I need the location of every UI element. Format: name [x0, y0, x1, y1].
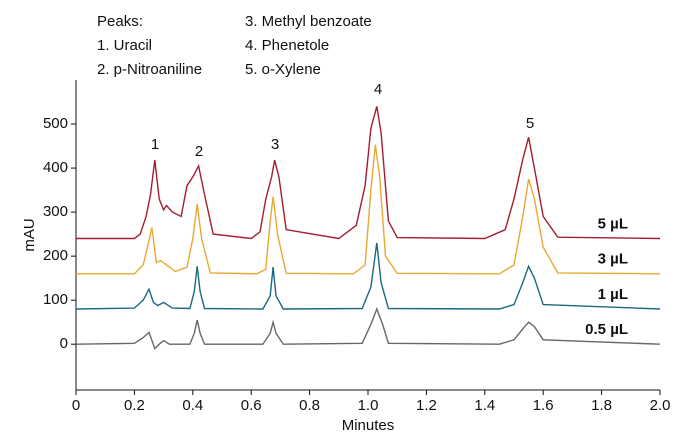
legend-item: 1. Uracil	[97, 37, 152, 54]
y-tick-label: 300	[43, 203, 68, 220]
x-tick-label: 0.8	[299, 397, 320, 414]
series-label: 3 µL	[598, 251, 628, 268]
x-tick-label: 1.2	[416, 397, 437, 414]
x-tick-label: 0.6	[241, 397, 262, 414]
peak-label: 5	[526, 115, 534, 132]
x-tick-label: 1.6	[533, 397, 554, 414]
legend-item: 2. p-Nitroaniline	[97, 61, 202, 78]
series-line	[75, 307, 661, 350]
series-label: 5 µL	[598, 215, 628, 232]
x-axis-label: Minutes	[342, 417, 395, 434]
series-line	[75, 242, 661, 310]
series-line	[76, 144, 661, 275]
y-tick-label: 500	[43, 115, 68, 132]
x-tick-label: 0.2	[124, 397, 145, 414]
x-tick-label: 1.0	[358, 397, 379, 414]
x-tick-label: 2.0	[650, 397, 671, 414]
legend-item: 3. Methyl benzoate	[245, 13, 372, 30]
peak-label: 3	[271, 136, 279, 153]
x-tick-label: 1.4	[474, 397, 495, 414]
legend-item: 4. Phenetole	[245, 37, 329, 54]
series-label: 1 µL	[598, 286, 628, 303]
y-tick-label: 400	[43, 159, 68, 176]
x-tick-label: 0.4	[182, 397, 203, 414]
peak-label: 2	[195, 143, 203, 160]
legend-title: Peaks:	[97, 13, 143, 30]
series-label: 0.5 µL	[585, 321, 628, 338]
y-tick-label: 0	[60, 335, 68, 352]
y-tick-label: 100	[43, 291, 68, 308]
x-tick-label: 0	[72, 397, 80, 414]
peak-label: 4	[374, 81, 382, 98]
legend-item: 5. o-Xylene	[245, 61, 321, 78]
y-axis-label: mAU	[21, 218, 38, 251]
series-line	[76, 106, 661, 240]
y-tick-label: 200	[43, 247, 68, 264]
x-tick-label: 1.8	[591, 397, 612, 414]
peak-label: 1	[151, 136, 159, 153]
